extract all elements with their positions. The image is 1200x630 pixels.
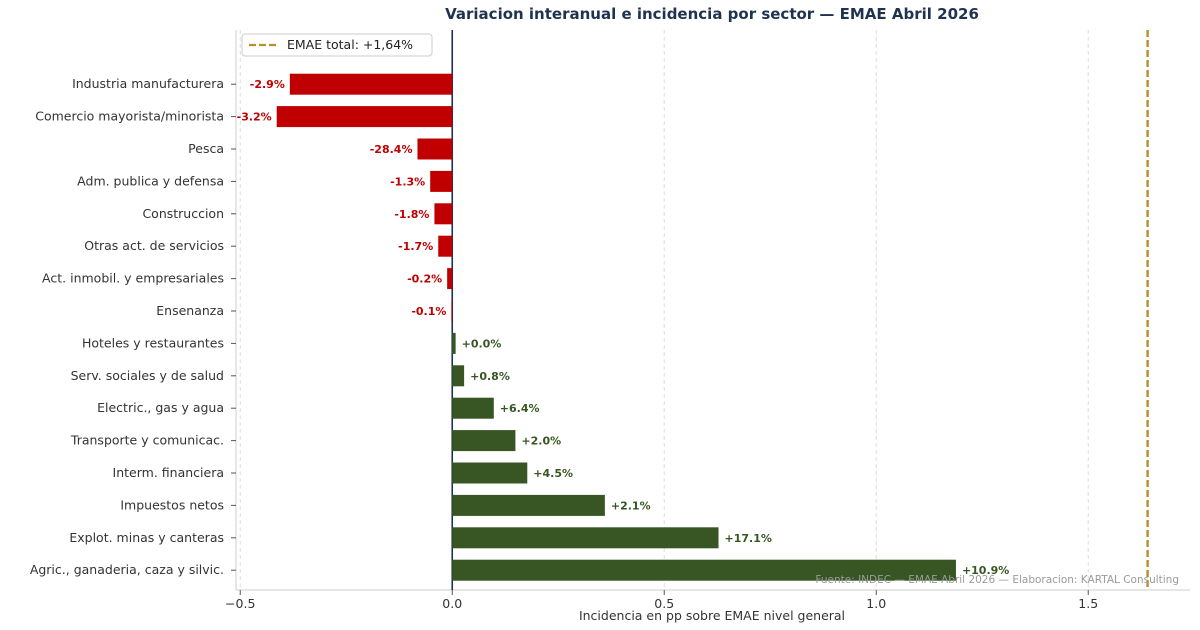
data-label: -0.2% bbox=[407, 273, 442, 286]
legend-label-emae-total: EMAE total: +1,64% bbox=[287, 37, 413, 52]
category-label: Ensenanza bbox=[156, 303, 224, 318]
bar bbox=[434, 203, 453, 225]
category-label: Transporte y comunicac. bbox=[70, 433, 224, 448]
category-label: Comercio mayorista/minorista bbox=[35, 109, 224, 124]
category-label: Electric., gas y agua bbox=[97, 400, 224, 415]
bar bbox=[417, 138, 453, 160]
data-label: +0.8% bbox=[470, 370, 510, 383]
category-label: Serv. sociales y de salud bbox=[71, 368, 224, 383]
category-label: Explot. minas y canteras bbox=[69, 530, 224, 545]
data-label: -1.8% bbox=[394, 208, 429, 221]
bar bbox=[451, 300, 453, 322]
data-label: -3.2% bbox=[237, 111, 272, 124]
bar bbox=[452, 332, 456, 354]
bar bbox=[438, 235, 453, 257]
category-label: Otras act. de servicios bbox=[84, 238, 224, 253]
category-label: Pesca bbox=[188, 141, 224, 156]
category-label: Construccion bbox=[142, 206, 224, 221]
data-label: -28.4% bbox=[370, 143, 413, 156]
bars bbox=[276, 73, 956, 581]
category-label: Interm. financiera bbox=[113, 465, 224, 480]
x-tick-label: 1.5 bbox=[1078, 596, 1098, 611]
data-label: +17.1% bbox=[725, 532, 772, 545]
bar bbox=[452, 430, 516, 452]
category-label: Agric., ganaderia, caza y silvic. bbox=[30, 562, 224, 577]
source-note: Fuente: INDEC — EMAE Abril 2026 — Elabor… bbox=[815, 574, 1179, 586]
category-label: Hoteles y restaurantes bbox=[82, 335, 224, 350]
category-labels: Industria manufacturera Comercio mayorist… bbox=[30, 76, 236, 577]
x-tick-labels: −0.5 0.0 0.5 1.0 1.5 bbox=[225, 590, 1098, 611]
data-label: -1.3% bbox=[390, 175, 425, 188]
bar bbox=[289, 73, 453, 95]
data-label: +10.9% bbox=[962, 564, 1009, 577]
data-label: -2.9% bbox=[250, 78, 285, 91]
data-label: -1.7% bbox=[398, 240, 433, 253]
bar bbox=[452, 365, 465, 387]
category-label: Industria manufacturera bbox=[72, 76, 224, 91]
data-label: +2.0% bbox=[521, 435, 561, 448]
data-label: +2.1% bbox=[611, 499, 651, 512]
bar bbox=[452, 494, 605, 516]
data-label: +6.4% bbox=[500, 402, 540, 415]
category-label: Adm. publica y defensa bbox=[77, 173, 224, 188]
data-labels: -2.9% -3.2% -28.4% -1.3% -1.8% -1.7% -0.2% -0.1… bbox=[237, 78, 1010, 577]
x-axis-label: Incidencia en pp sobre EMAE nivel genera… bbox=[579, 608, 845, 623]
bar bbox=[430, 170, 453, 192]
x-tick-label: 0.0 bbox=[442, 596, 462, 611]
bar bbox=[447, 268, 453, 290]
bar bbox=[276, 106, 453, 128]
chart-title: Variacion interanual e incidencia por se… bbox=[445, 5, 979, 23]
grid-lines bbox=[239, 30, 1089, 590]
legend-box bbox=[241, 33, 433, 57]
legend: EMAE total: +1,64% bbox=[241, 33, 433, 57]
x-tick-label: −0.5 bbox=[225, 596, 255, 611]
x-tick-label: 1.0 bbox=[866, 596, 886, 611]
bar bbox=[452, 527, 719, 549]
data-label: +0.0% bbox=[462, 337, 502, 350]
data-label: -0.1% bbox=[411, 305, 446, 318]
bar bbox=[452, 559, 956, 581]
bar bbox=[452, 397, 494, 419]
category-label: Impuestos netos bbox=[120, 497, 224, 512]
category-label: Act. inmobil. y empresariales bbox=[42, 271, 224, 286]
bar bbox=[452, 462, 528, 484]
x-tick-label: 0.5 bbox=[654, 596, 674, 611]
data-label: +4.5% bbox=[533, 467, 573, 480]
